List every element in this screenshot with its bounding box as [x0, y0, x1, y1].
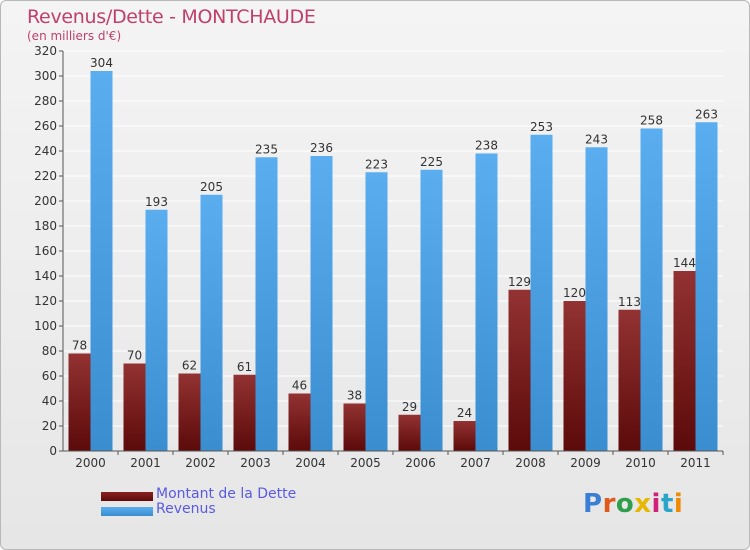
- bar-debt: [288, 393, 311, 451]
- logo-letter: r: [602, 489, 616, 519]
- data-label-revenue: 235: [255, 142, 278, 156]
- y-tick-label: 240: [34, 144, 57, 158]
- x-tick-label: 2002: [185, 456, 216, 470]
- data-label-debt: 144: [673, 256, 696, 270]
- y-tick-label: 160: [34, 244, 57, 258]
- y-tick-label: 40: [42, 394, 57, 408]
- bar-revenue: [200, 194, 223, 451]
- legend-swatch-revenue: [101, 507, 153, 516]
- bars-layer: [68, 71, 718, 451]
- logo-letter: i: [651, 489, 661, 519]
- data-label-revenue: 223: [365, 157, 388, 171]
- labels-layer: 78 304 70 193 62 205 61 235 46 236 38 223 29 225 24 238…: [72, 56, 718, 420]
- y-tick-label: 60: [42, 369, 57, 383]
- bar-debt: [398, 414, 421, 451]
- bar-debt: [508, 289, 531, 451]
- legend-label-revenue: Revenus: [156, 501, 216, 517]
- data-label-revenue: 263: [695, 107, 718, 121]
- chart-title: Revenus/Dette - MONTCHAUDE: [27, 6, 316, 28]
- y-tick-label: 200: [34, 194, 57, 208]
- data-label-debt: 78: [72, 339, 87, 353]
- y-tick-label: 0: [49, 444, 57, 458]
- data-label-debt: 129: [508, 275, 531, 289]
- x-tick-label: 2007: [460, 456, 491, 470]
- proxiti-logo: Proxiti: [583, 489, 683, 519]
- axis-layer: 0 20 40 60 80 100 120 140 160 180 200 220 240 260 280 3…: [34, 44, 724, 470]
- data-label-revenue: 225: [420, 155, 443, 169]
- data-label-revenue: 238: [475, 139, 498, 153]
- data-label-debt: 46: [292, 379, 307, 393]
- logo-letter: t: [660, 489, 674, 519]
- x-tick-label: 2006: [405, 456, 436, 470]
- y-tick-label: 140: [34, 269, 57, 283]
- bar-debt: [178, 373, 201, 451]
- grid-layer: [63, 50, 723, 452]
- logo-letter: x: [634, 489, 652, 519]
- bar-revenue: [145, 209, 168, 451]
- y-tick-label: 220: [34, 169, 57, 183]
- y-tick-label: 120: [34, 294, 57, 308]
- bar-revenue: [365, 172, 388, 451]
- bar-revenue: [640, 128, 663, 451]
- bar-debt: [123, 363, 146, 451]
- bar-revenue: [475, 153, 498, 451]
- logo-letter: P: [583, 489, 603, 519]
- x-tick-label: 2009: [570, 456, 601, 470]
- bar-debt: [563, 301, 586, 451]
- data-label-debt: 38: [347, 389, 362, 403]
- data-label-debt: 113: [618, 295, 641, 309]
- x-tick-label: 2004: [295, 456, 326, 470]
- bar-debt: [68, 353, 91, 451]
- data-label-debt: 29: [402, 400, 417, 414]
- bar-debt: [673, 271, 696, 451]
- logo-letter: i: [673, 489, 684, 519]
- legend-label-debt: Montant de la Dette: [156, 486, 297, 502]
- data-label-revenue: 193: [145, 195, 168, 209]
- x-tick-label: 2005: [350, 456, 381, 470]
- y-tick-label: 320: [34, 44, 57, 58]
- data-label-revenue: 304: [90, 56, 113, 70]
- data-label-revenue: 236: [310, 141, 333, 155]
- x-tick-label: 2011: [680, 456, 711, 470]
- data-label-debt: 24: [457, 406, 472, 420]
- x-tick-label: 2010: [625, 456, 656, 470]
- y-tick-label: 180: [34, 219, 57, 233]
- chart-subtitle: (en milliers d'€): [27, 29, 122, 43]
- bar-revenue: [255, 157, 278, 451]
- data-label-revenue: 205: [200, 180, 223, 194]
- x-tick-label: 2003: [240, 456, 271, 470]
- bar-revenue: [585, 147, 608, 451]
- data-label-debt: 70: [127, 349, 142, 363]
- data-label-debt: 62: [182, 359, 197, 373]
- y-tick-label: 80: [42, 344, 57, 358]
- data-label-revenue: 243: [585, 132, 608, 146]
- legend-swatch-debt: [101, 492, 153, 501]
- bar-revenue: [90, 71, 113, 451]
- y-tick-label: 20: [42, 419, 57, 433]
- data-label-debt: 61: [237, 360, 252, 374]
- data-label-revenue: 258: [640, 114, 663, 128]
- bar-debt: [618, 309, 641, 451]
- y-tick-label: 100: [34, 319, 57, 333]
- bar-debt: [453, 421, 476, 451]
- bar-revenue: [310, 156, 333, 451]
- x-tick-label: 2001: [130, 456, 161, 470]
- data-label-revenue: 253: [530, 120, 553, 134]
- y-tick-label: 300: [34, 69, 57, 83]
- y-tick-label: 260: [34, 119, 57, 133]
- x-tick-label: 2000: [75, 456, 106, 470]
- y-tick-label: 280: [34, 94, 57, 108]
- bar-revenue: [695, 122, 718, 451]
- bar-revenue: [530, 134, 553, 451]
- x-tick-label: 2008: [515, 456, 546, 470]
- bar-debt: [233, 374, 256, 451]
- data-label-debt: 120: [563, 286, 586, 300]
- logo-letter: o: [615, 489, 635, 519]
- bar-debt: [343, 403, 366, 451]
- bar-revenue: [420, 169, 443, 451]
